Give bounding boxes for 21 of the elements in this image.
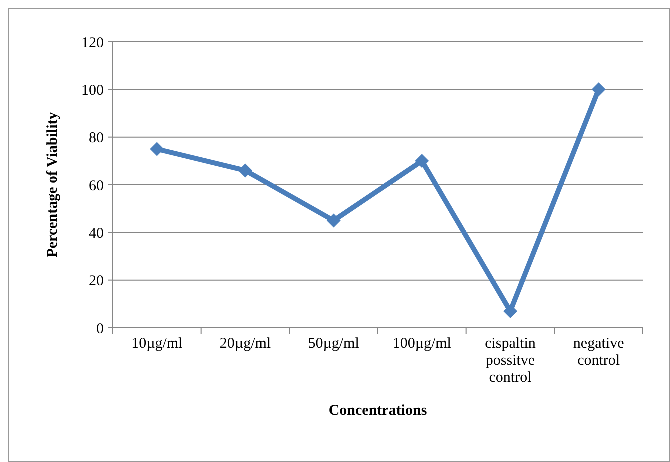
x-tick-label: cispaltin possitve control [485, 336, 536, 386]
x-axis-title: Concentrations [328, 403, 428, 419]
x-tick-label: 100µg/ml [392, 336, 452, 352]
point [238, 164, 252, 178]
y-tick-label: 80 [89, 130, 104, 147]
y-tick-label: 60 [89, 178, 104, 194]
y-tick-label: 0 [96, 321, 104, 338]
point [592, 82, 606, 97]
y-tick-label: 100 [82, 82, 104, 99]
point [326, 214, 341, 228]
x-tick-label: 50µg/ml [308, 336, 360, 352]
y-tick-label: 40 [89, 226, 104, 242]
point [150, 142, 164, 156]
point [504, 304, 518, 318]
x-tick-label: 20µg/ml [220, 336, 272, 352]
y-tick-label: 120 [82, 35, 104, 52]
y-tick-label: 20 [89, 274, 104, 290]
x-tick-label: 10µg/ml [132, 336, 183, 352]
x-tick-label: negative control [573, 336, 625, 369]
point [415, 154, 430, 168]
y-axis-title: Percentage of Viability [45, 112, 61, 258]
